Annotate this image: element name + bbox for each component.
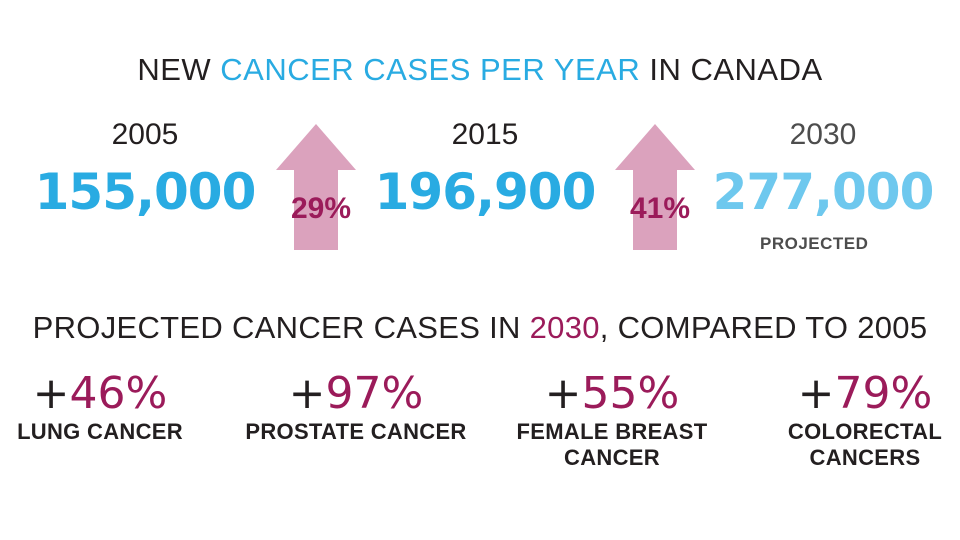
stat-label: FEMALE BREAST CANCER (492, 419, 732, 471)
stat-label: COLORECTAL CANCERS (745, 419, 960, 471)
title-highlight: CANCER CASES PER YEAR (220, 52, 641, 87)
stat-label: PROSTATE CANCER (236, 419, 476, 445)
subtitle-part2: , COMPARED TO 2005 (599, 310, 928, 345)
section-subtitle: PROJECTED CANCER CASES IN 2030, COMPARED… (0, 310, 960, 346)
year-2015-value: 196,900 (374, 163, 597, 221)
up-arrow-icon (615, 124, 695, 250)
title-part1: NEW (137, 52, 221, 87)
increase-percent-2: 41% (629, 192, 691, 225)
stat-number: 79% (834, 368, 933, 419)
stat-breast: +55% FEMALE BREAST CANCER (492, 368, 732, 471)
up-arrow-icon (276, 124, 356, 250)
page-title: NEW CANCER CASES PER YEAR IN CANADA (0, 52, 960, 88)
stat-number: 46% (69, 368, 168, 419)
subtitle-highlight: 2030 (529, 310, 600, 345)
subtitle-part1: PROJECTED CANCER CASES IN (32, 310, 530, 345)
projected-note: PROJECTED (760, 234, 869, 253)
stat-label-line2: CANCER (564, 445, 660, 470)
plus-sign: + (797, 368, 835, 419)
stat-number: 97% (325, 368, 424, 419)
year-2030-value: 277,000 (712, 163, 935, 221)
stat-prostate: +97% PROSTATE CANCER (236, 368, 476, 445)
stat-label-line2: CANCERS (809, 445, 921, 470)
year-2005-label: 2005 (111, 118, 179, 151)
stat-label-line1: LUNG CANCER (17, 419, 183, 444)
stat-value: +79% (745, 368, 960, 419)
stat-colorectal: +79% COLORECTAL CANCERS (745, 368, 960, 471)
stat-number: 55% (581, 368, 680, 419)
stat-label: LUNG CANCER (0, 419, 220, 445)
stat-value: +97% (236, 368, 476, 419)
year-2030-label: 2030 (789, 118, 857, 151)
stat-value: +55% (492, 368, 732, 419)
year-2015-label: 2015 (451, 118, 519, 151)
stat-value: +46% (0, 368, 220, 419)
plus-sign: + (32, 368, 70, 419)
stat-label-line1: PROSTATE CANCER (245, 419, 467, 444)
stat-label-line1: FEMALE BREAST (516, 419, 708, 444)
title-part2: IN CANADA (640, 52, 823, 87)
plus-sign: + (288, 368, 326, 419)
stat-lung: +46% LUNG CANCER (0, 368, 220, 445)
plus-sign: + (544, 368, 582, 419)
year-2005-value: 155,000 (34, 163, 257, 221)
stat-label-line1: COLORECTAL (787, 419, 943, 444)
increase-percent-1: 29% (290, 192, 352, 225)
